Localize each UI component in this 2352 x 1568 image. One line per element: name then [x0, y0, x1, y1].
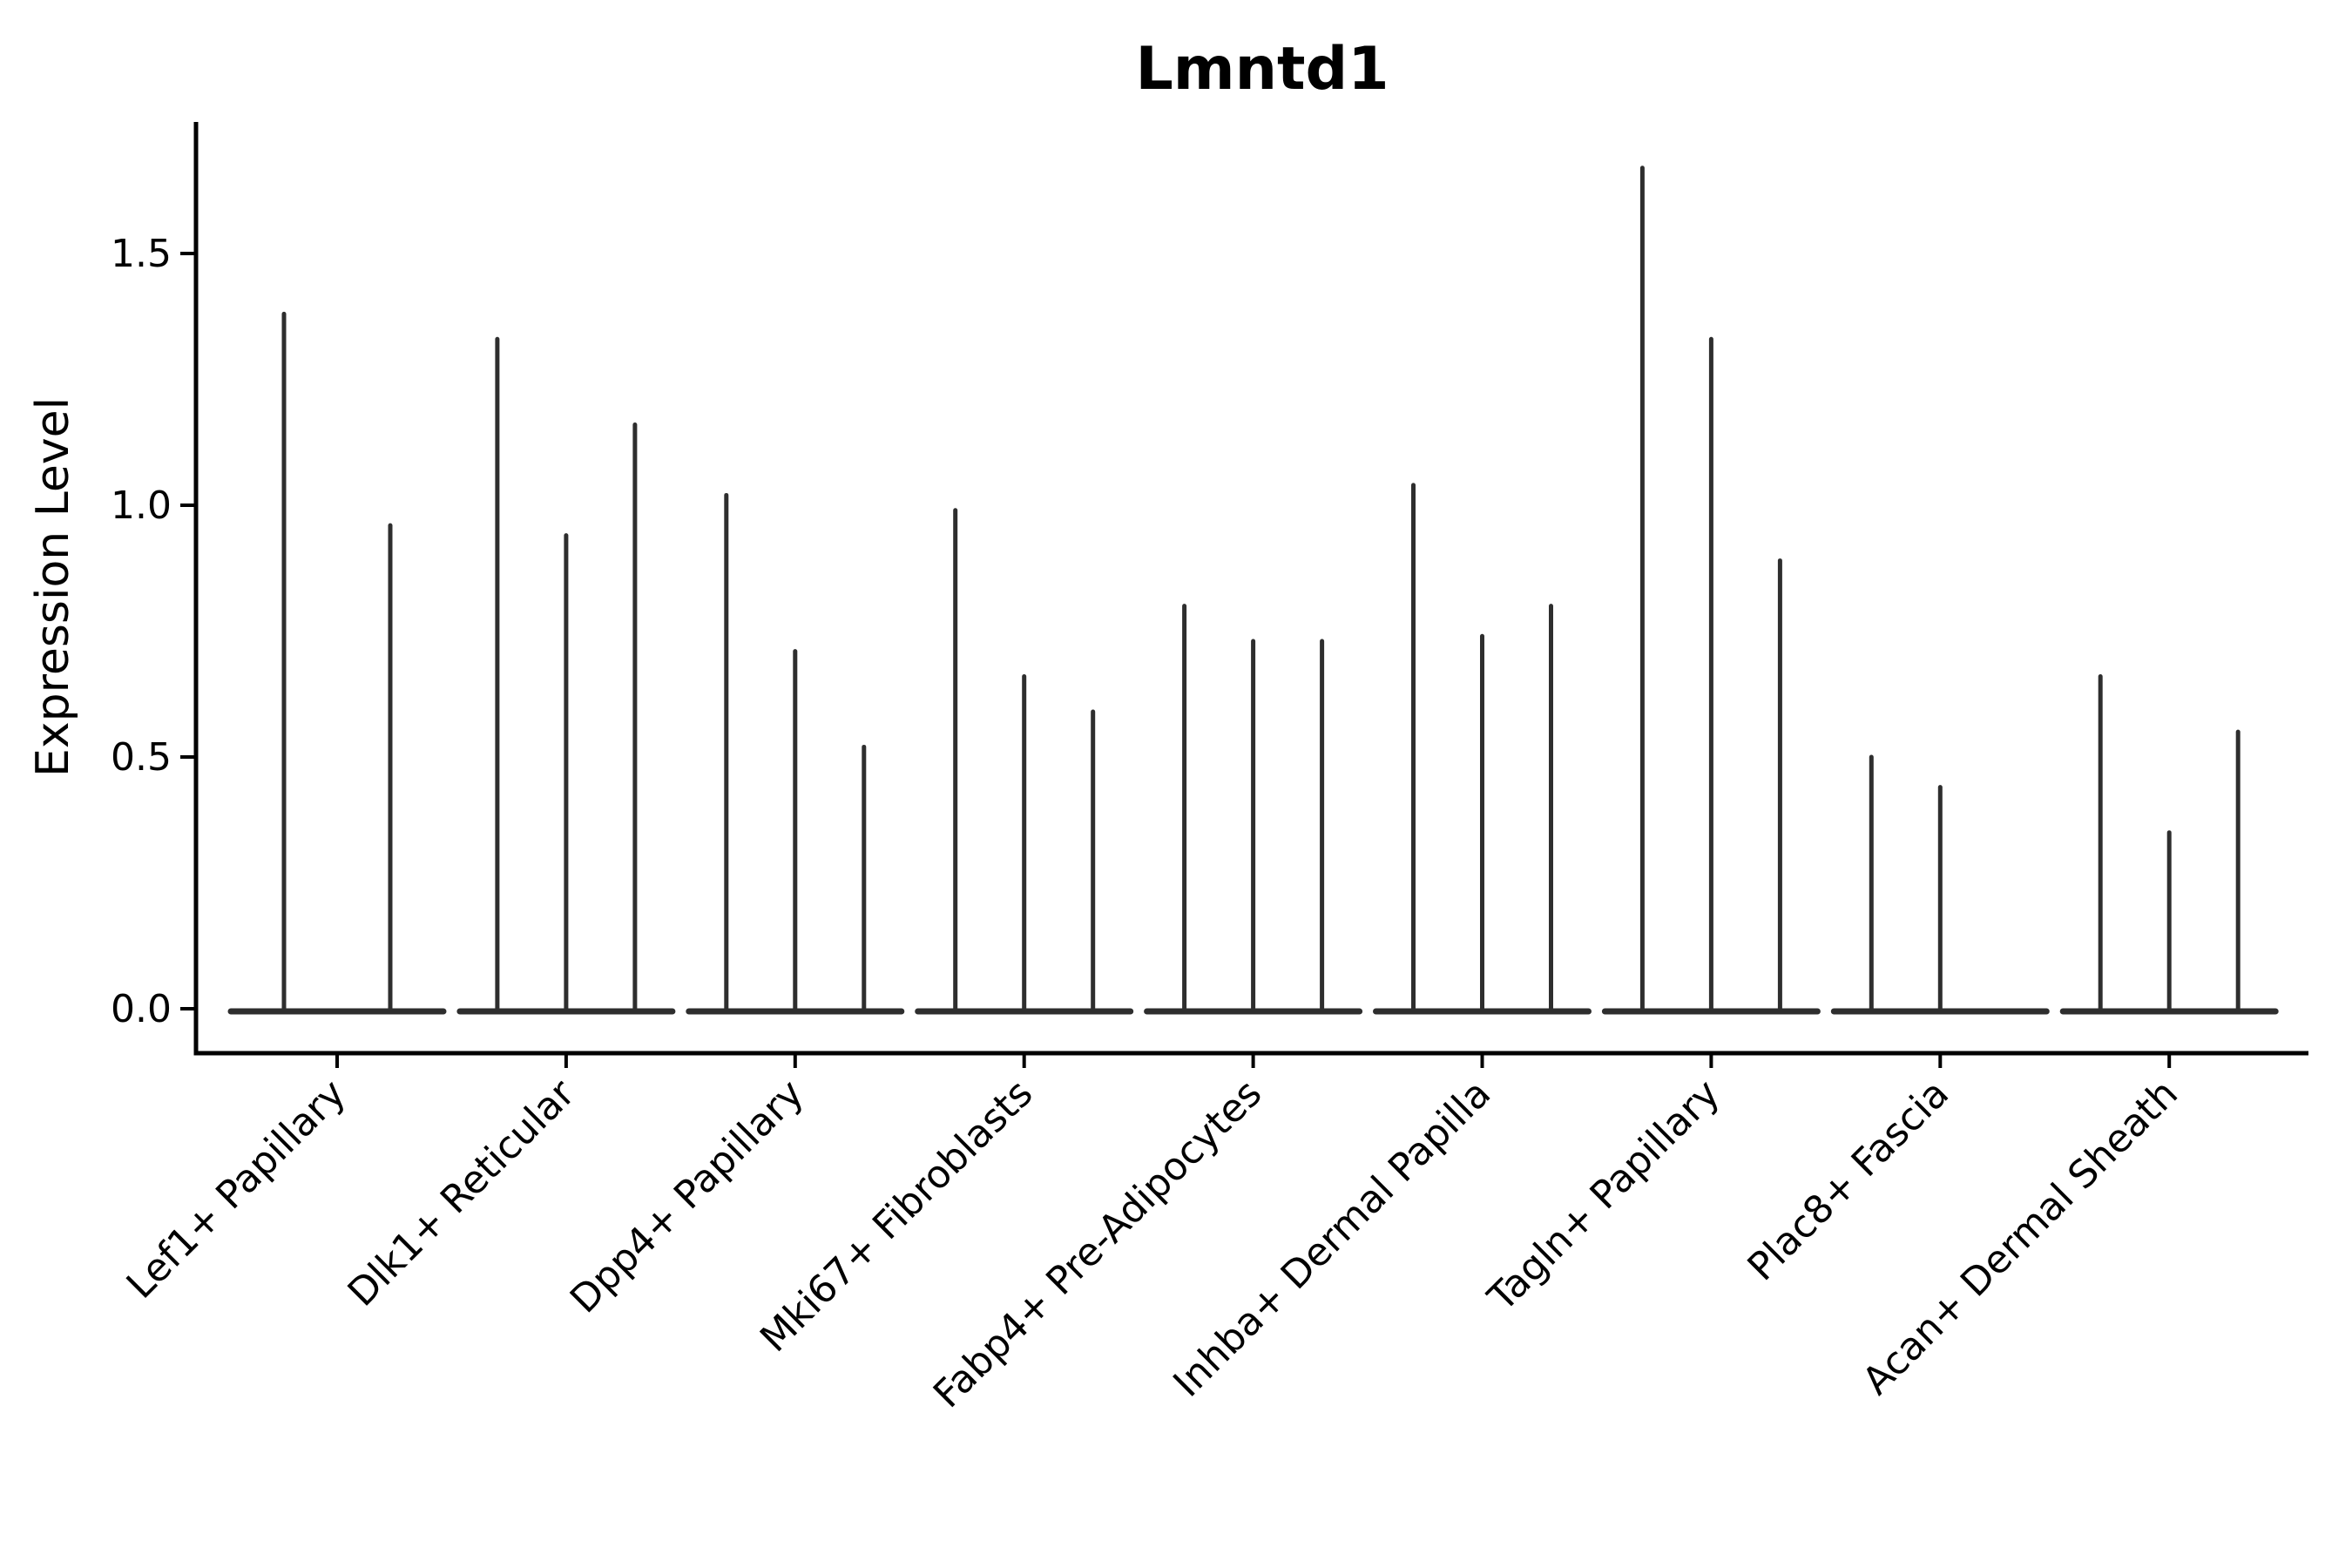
y-tick-label: 0.0	[111, 987, 172, 1031]
x-tick-label: Lef1+ Papillary	[118, 1071, 355, 1308]
y-axis-label: Expression Level	[27, 397, 79, 777]
x-tick-label: Dlk1+ Reticular	[340, 1071, 585, 1315]
y-tick-label: 1.0	[111, 483, 172, 528]
x-tick-label: Dpp4+ Papillary	[562, 1071, 813, 1322]
y-tick-label: 1.5	[111, 232, 172, 276]
violins-group	[227, 166, 2279, 1015]
chart-title: Lmntd1	[1135, 35, 1389, 104]
x-tick-label: Tagln+ Papillary	[1479, 1071, 1728, 1321]
y-tick-group: 0.0 0.5 1.0 1.5	[111, 232, 196, 1031]
y-tick-label: 0.5	[111, 735, 172, 780]
x-tick-label: Plac8+ Fascia	[1740, 1071, 1958, 1290]
